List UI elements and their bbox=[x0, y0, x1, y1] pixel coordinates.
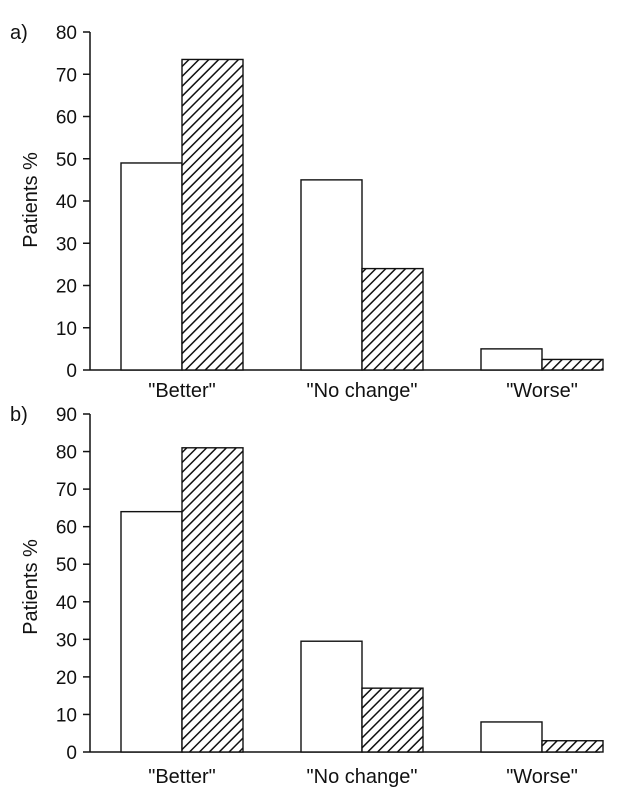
y-ticks: 0 10 20 30 40 50 60 70 80 90 bbox=[56, 405, 90, 764]
y-axis-label: Patients % bbox=[20, 152, 42, 248]
y-ticks: 0 10 20 30 40 50 60 70 80 bbox=[56, 23, 90, 382]
x-tick-labels: "Better" "No change" "Worse" bbox=[148, 380, 578, 402]
x-tick-label: "Worse" bbox=[506, 380, 578, 402]
y-tick-label: 60 bbox=[56, 108, 77, 129]
bar-hatched bbox=[541, 358, 604, 371]
y-tick-label: 40 bbox=[56, 593, 77, 614]
bar-open bbox=[480, 348, 543, 371]
y-tick-label: 80 bbox=[56, 23, 77, 44]
bar-open bbox=[120, 162, 183, 371]
x-tick-label: "Worse" bbox=[506, 766, 578, 788]
bar-hatched bbox=[361, 267, 424, 371]
panel-b: b) Patients % 0 10 20 30 40 50 60 70 80 90 "Bette… bbox=[10, 404, 604, 788]
y-tick-label: 30 bbox=[56, 234, 77, 255]
bar-hatched bbox=[181, 58, 244, 371]
x-tick-label: "No change" bbox=[307, 380, 418, 402]
panel-label: b) bbox=[10, 404, 28, 426]
y-tick-label: 0 bbox=[66, 361, 77, 382]
bar-hatched bbox=[361, 687, 424, 753]
bars bbox=[120, 58, 604, 371]
panel-label: a) bbox=[10, 22, 28, 44]
y-tick-label: 0 bbox=[66, 743, 77, 764]
y-tick-label: 10 bbox=[56, 319, 77, 340]
x-tick-label: "Better" bbox=[148, 766, 216, 788]
bar-hatched bbox=[541, 740, 604, 753]
y-tick-label: 70 bbox=[56, 65, 77, 86]
bar-open bbox=[300, 640, 363, 753]
bar-hatched bbox=[181, 447, 244, 753]
y-tick-label: 80 bbox=[56, 443, 77, 464]
y-tick-label: 60 bbox=[56, 518, 77, 539]
bar-open bbox=[480, 721, 543, 753]
bars bbox=[120, 447, 604, 753]
bar-open bbox=[300, 179, 363, 371]
y-axis-label: Patients % bbox=[20, 539, 42, 635]
y-tick-label: 50 bbox=[56, 150, 77, 171]
y-tick-label: 20 bbox=[56, 277, 77, 298]
y-tick-label: 20 bbox=[56, 668, 77, 689]
y-tick-label: 40 bbox=[56, 192, 77, 213]
panel-a: a) Patients % 0 10 20 30 40 50 60 70 80 "Better"… bbox=[10, 22, 604, 402]
y-tick-label: 10 bbox=[56, 705, 77, 726]
bar-open bbox=[120, 510, 183, 753]
y-tick-label: 50 bbox=[56, 555, 77, 576]
y-tick-label: 90 bbox=[56, 405, 77, 426]
y-tick-label: 70 bbox=[56, 480, 77, 501]
x-tick-label: "No change" bbox=[307, 766, 418, 788]
y-tick-label: 30 bbox=[56, 630, 77, 651]
x-tick-labels: "Better" "No change" "Worse" bbox=[148, 766, 578, 788]
x-tick-label: "Better" bbox=[148, 380, 216, 402]
